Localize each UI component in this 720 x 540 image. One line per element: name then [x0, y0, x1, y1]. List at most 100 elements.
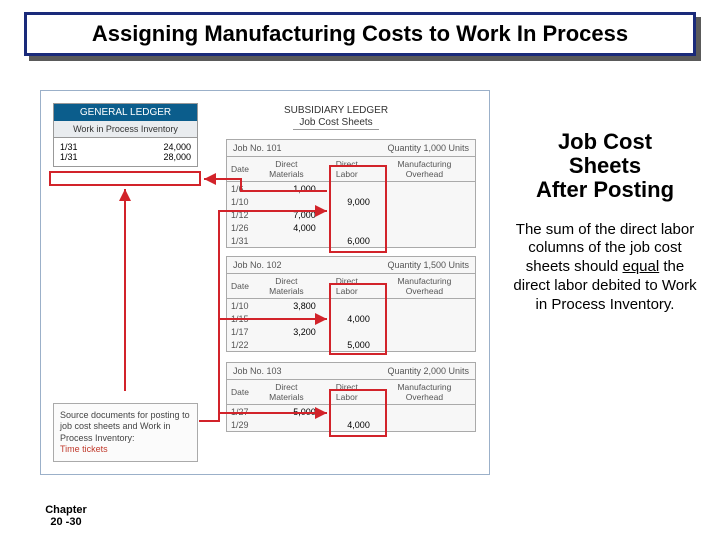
job-header: Job No. 102 Quantity 1,500 Units: [227, 257, 475, 274]
job-table: Date Direct Materials Direct Labor Manuf…: [227, 380, 475, 431]
cell-dm: [253, 338, 320, 351]
gl-subtitle: Work in Process Inventory: [54, 121, 197, 138]
job-cost-sheet: Job No. 103 Quantity 2,000 Units Date Di…: [226, 362, 476, 432]
job-cost-sheet: Job No. 101 Quantity 1,000 Units Date Di…: [226, 139, 476, 248]
cell-mo: [374, 208, 475, 221]
sub-hdr-l1: SUBSIDIARY LEDGER: [251, 105, 421, 117]
job-row: 1/10 9,000: [227, 195, 475, 208]
job-row: 1/29 4,000: [227, 418, 475, 431]
cell-mo: [374, 182, 475, 196]
cell-dm: 1,000: [253, 182, 320, 196]
job-no: Job No. 102: [233, 260, 282, 270]
src-text: Source documents for posting to job cost…: [60, 410, 190, 443]
cell-dl: [320, 182, 374, 196]
col-date: Date: [227, 380, 253, 405]
cell-dl: 4,000: [320, 418, 374, 431]
ledger-figure: GENERAL LEDGER Work in Process Inventory…: [40, 90, 490, 475]
cell-mo: [374, 195, 475, 208]
cell-dm: [253, 312, 320, 325]
cell-dl: 5,000: [320, 338, 374, 351]
job-qty: Quantity 2,000 Units: [387, 366, 469, 376]
job-row: 1/15 4,000: [227, 312, 475, 325]
h-l3: After Posting: [536, 177, 674, 202]
chap-l2: 20 -30: [50, 516, 81, 528]
cell-dl: [320, 405, 374, 419]
job-qty: Quantity 1,500 Units: [387, 260, 469, 270]
job-row: 1/6 1,000: [227, 182, 475, 196]
cell-date: 1/31: [227, 234, 253, 247]
h-l2: Sheets: [569, 153, 641, 178]
cell-mo: [374, 234, 475, 247]
cell-date: 1/10: [227, 195, 253, 208]
cell-mo: [374, 325, 475, 338]
right-heading: Job Cost Sheets After Posting: [510, 130, 700, 203]
job-table: Date Direct Materials Direct Labor Manuf…: [227, 274, 475, 351]
cell-date: 1/15: [227, 312, 253, 325]
slide-title: Assigning Manufacturing Costs to Work In…: [24, 12, 696, 56]
cell-mo: [374, 221, 475, 234]
highlight-box: [49, 171, 201, 186]
col-date: Date: [227, 274, 253, 299]
cell-dm: [253, 418, 320, 431]
job-header: Job No. 101 Quantity 1,000 Units: [227, 140, 475, 157]
col-dm: Direct Materials: [253, 380, 320, 405]
col-dm: Direct Materials: [253, 274, 320, 299]
right-column: Job Cost Sheets After Posting The sum of…: [510, 130, 700, 314]
h-l1: Job Cost: [558, 129, 652, 154]
col-dl: Direct Labor: [320, 380, 374, 405]
cell-dl: [320, 325, 374, 338]
col-dm: Direct Materials: [253, 157, 320, 182]
gl-row: 1/31 24,000: [60, 142, 191, 152]
job-row: 1/31 6,000: [227, 234, 475, 247]
cell-dm: [253, 195, 320, 208]
source-documents-box: Source documents for posting to job cost…: [53, 403, 198, 462]
src-time-tickets: Time tickets: [60, 444, 108, 454]
cell-dm: 5,000: [253, 405, 320, 419]
col-dl: Direct Labor: [320, 274, 374, 299]
job-row: 1/26 4,000: [227, 221, 475, 234]
gl-date: 1/31: [60, 152, 78, 162]
job-no: Job No. 101: [233, 143, 282, 153]
cell-mo: [374, 338, 475, 351]
cell-dm: 7,000: [253, 208, 320, 221]
right-paragraph: The sum of the direct labor columns of t…: [510, 221, 700, 315]
cell-date: 1/22: [227, 338, 253, 351]
job-row: 1/17 3,200: [227, 325, 475, 338]
job-cost-sheet: Job No. 102 Quantity 1,500 Units Date Di…: [226, 256, 476, 352]
col-mo: Manufacturing Overhead: [374, 157, 475, 182]
cell-dm: 3,800: [253, 299, 320, 313]
cell-date: 1/26: [227, 221, 253, 234]
job-row: 1/10 3,800: [227, 299, 475, 313]
cell-dm: 3,200: [253, 325, 320, 338]
sub-hdr-l2: Job Cost Sheets: [293, 117, 378, 130]
gl-date: 1/31: [60, 142, 78, 152]
cell-date: 1/29: [227, 418, 253, 431]
job-qty: Quantity 1,000 Units: [387, 143, 469, 153]
cell-dm: 4,000: [253, 221, 320, 234]
subsidiary-ledger-heading: SUBSIDIARY LEDGER Job Cost Sheets: [251, 105, 421, 130]
job-no: Job No. 103: [233, 366, 282, 376]
cell-mo: [374, 299, 475, 313]
col-dl: Direct Labor: [320, 157, 374, 182]
col-date: Date: [227, 157, 253, 182]
job-row: 1/12 7,000: [227, 208, 475, 221]
cell-dl: 4,000: [320, 312, 374, 325]
cell-dm: [253, 234, 320, 247]
job-row: 1/22 5,000: [227, 338, 475, 351]
gl-val: 28,000: [163, 152, 191, 162]
cell-date: 1/17: [227, 325, 253, 338]
cell-dl: [320, 299, 374, 313]
chap-l1: Chapter: [45, 504, 87, 516]
cell-mo: [374, 312, 475, 325]
cell-date: 1/27: [227, 405, 253, 419]
cell-date: 1/10: [227, 299, 253, 313]
cell-date: 1/12: [227, 208, 253, 221]
cell-date: 1/6: [227, 182, 253, 196]
p-equal: equal: [623, 258, 660, 275]
cell-dl: [320, 208, 374, 221]
job-col-headers: Date Direct Materials Direct Labor Manuf…: [227, 157, 475, 182]
cell-mo: [374, 405, 475, 419]
gl-rows: 1/31 24,000 1/31 28,000: [54, 138, 197, 166]
general-ledger-box: GENERAL LEDGER Work in Process Inventory…: [53, 103, 198, 167]
job-row: 1/27 5,000: [227, 405, 475, 419]
